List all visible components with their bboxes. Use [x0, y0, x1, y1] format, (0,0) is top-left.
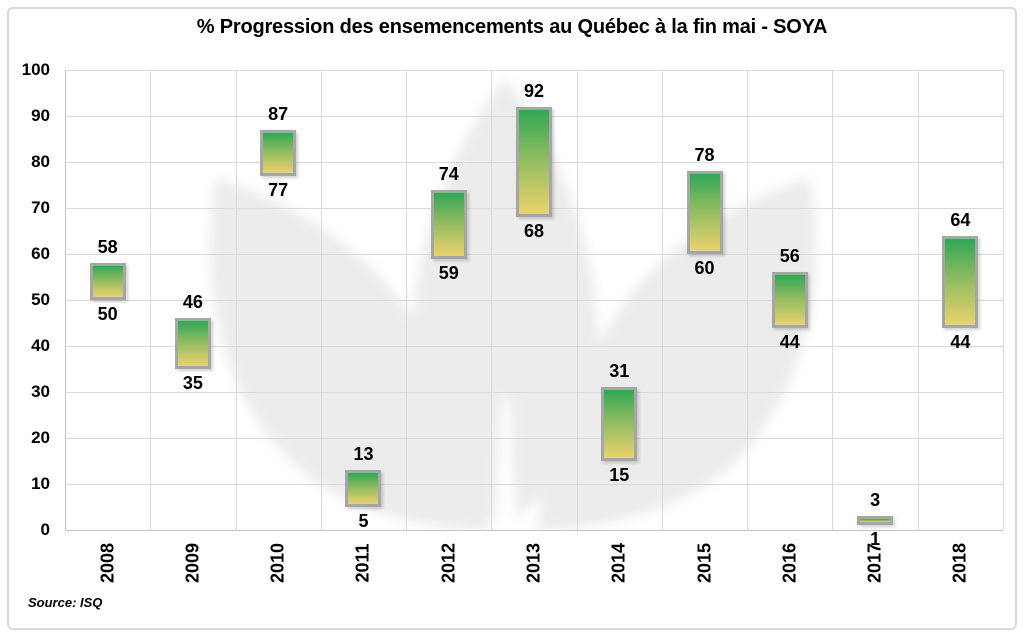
bar-low-label: 44: [779, 331, 800, 352]
gridline-vertical: [576, 70, 578, 530]
range-bar: [430, 189, 467, 259]
x-tick-label: 2013: [523, 542, 544, 584]
bar-low-label: 60: [694, 258, 715, 278]
gridline-vertical: [747, 70, 749, 530]
bar-low-label: 50: [97, 304, 118, 324]
source-label: Source: ISQ: [28, 595, 103, 610]
range-bar: [260, 129, 297, 176]
range-bar: [89, 263, 126, 300]
bar-low-label: 35: [182, 373, 203, 393]
x-tick-label: 2014: [608, 542, 629, 584]
plot-area: 58 50 46 35 87 77 13 5 74 59 92 68 31 15 78 60 56 44 3 1 64 4…: [65, 70, 1004, 549]
range-bar: [771, 272, 808, 328]
chart-title: % Progression des ensemencements au Québ…: [196, 16, 828, 38]
gridline-vertical: [1003, 70, 1004, 530]
bar-low-label: 44: [950, 331, 971, 352]
x-tick-label: 2012: [438, 542, 459, 584]
bar-high-label: 64: [950, 209, 971, 230]
range-bar: [516, 106, 552, 218]
range-bar: [174, 318, 211, 369]
y-tick-label: 20: [31, 428, 50, 447]
gridline-vertical: [661, 70, 663, 530]
x-tick-label: 2016: [779, 542, 800, 584]
y-tick-label: 80: [31, 152, 50, 171]
gridline-vertical: [917, 70, 919, 530]
x-tick-label: 2011: [352, 543, 373, 583]
range-bar: [345, 470, 382, 507]
gridline-horizontal: [65, 530, 1003, 531]
y-tick-label: 30: [31, 382, 50, 401]
x-tick-label: 2009: [182, 542, 203, 584]
bar-low-label: 15: [609, 465, 630, 485]
range-bar: [942, 235, 979, 328]
range-bar: [601, 387, 638, 461]
bar-high-label: 3: [870, 490, 881, 511]
bar-high-label: 13: [353, 444, 374, 465]
x-tick-label: 2018: [949, 542, 970, 584]
gridline-vertical: [320, 70, 322, 530]
gridline-horizontal: [65, 438, 1003, 439]
bar-high-label: 56: [779, 246, 800, 267]
y-tick-label: 50: [31, 290, 50, 309]
gridline-horizontal: [65, 346, 1003, 347]
gridline-vertical: [235, 70, 237, 530]
bar-high-label: 87: [268, 103, 289, 124]
x-tick-label: 2015: [694, 542, 715, 584]
bar-low-label: 1: [870, 529, 881, 550]
bar-high-label: 78: [694, 145, 715, 166]
bar-high-label: 58: [97, 237, 118, 258]
gridline-vertical: [491, 70, 493, 530]
x-tick-label: 2010: [267, 542, 288, 584]
y-tick-label: 40: [31, 336, 50, 355]
range-bar: [686, 171, 723, 254]
y-tick-label: 70: [31, 198, 50, 217]
bar-high-label: 74: [438, 163, 459, 184]
bar-high-label: 31: [609, 361, 630, 382]
gridline-vertical: [150, 70, 152, 530]
bar-low-label: 59: [438, 262, 459, 283]
gridline-horizontal: [65, 254, 1003, 255]
gridline-horizontal: [65, 392, 1003, 393]
gridline-horizontal: [65, 484, 1003, 485]
x-tick-label: 2017: [864, 542, 885, 584]
y-tick-label: 90: [31, 106, 50, 125]
bar-low-label: 5: [358, 511, 369, 531]
gridline-vertical: [65, 70, 66, 530]
y-tick-label: 10: [31, 474, 50, 493]
bar-low-label: 68: [523, 221, 545, 242]
y-tick-label: 100: [21, 60, 50, 79]
y-tick-label: 0: [40, 520, 50, 539]
gridline-vertical: [406, 70, 408, 530]
y-tick-label: 60: [31, 244, 50, 263]
gridline-vertical: [832, 70, 834, 530]
range-bar: [857, 516, 894, 526]
gridline-horizontal: [65, 70, 1003, 71]
x-tick-label: 2008: [97, 542, 118, 584]
bar-high-label: 46: [182, 292, 203, 313]
bar-low-label: 77: [268, 179, 289, 200]
bar-high-label: 92: [523, 80, 545, 101]
gridline-horizontal: [65, 300, 1003, 301]
